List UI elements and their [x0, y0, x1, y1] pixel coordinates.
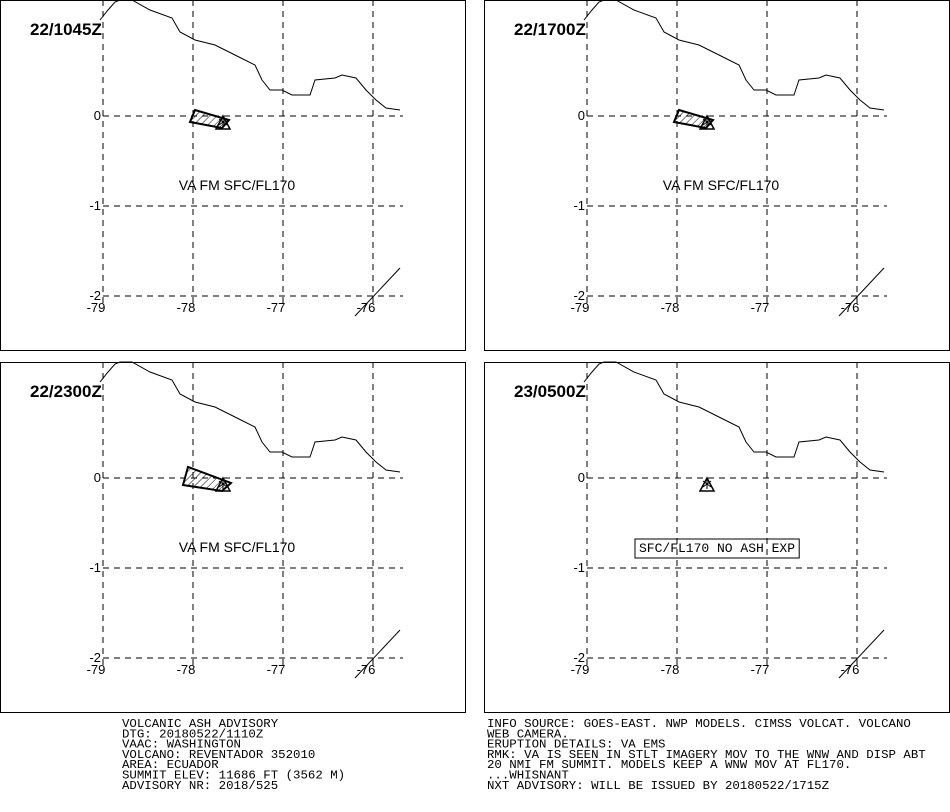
- footer-line: AREA: ECUADOR: [122, 758, 219, 772]
- x-tick-label: -79: [571, 300, 590, 315]
- footer-line: RMK: VA IS SEEN IN STLT IMAGERY MOV TO T…: [487, 748, 926, 762]
- map-panel: -79 -78 -77 -76 0 -1 -2 22/1045Z VA FM SFC/FL170: [0, 0, 466, 351]
- x-tick-label: -77: [751, 300, 770, 315]
- coastline: [583, 0, 885, 317]
- footer-line: 20 NMI FM SUMMIT. MODELS KEEP A WNW MOV …: [487, 758, 851, 772]
- x-tick-label: -77: [267, 300, 286, 315]
- x-tick-label: -78: [661, 662, 680, 677]
- x-tick-label: -77: [267, 662, 286, 677]
- x-tick-label: -78: [661, 300, 680, 315]
- panel-time: 22/1045Z: [30, 20, 102, 39]
- footer-line: VAAC: WASHINGTON: [122, 738, 241, 752]
- coastline: [583, 361, 885, 679]
- panel-border: [484, 362, 950, 713]
- y-tick-label: 0: [94, 470, 101, 485]
- panels: -79 -78 -77 -76 0 -1 -2 22/1045Z VA FM SFC/FL170…: [0, 0, 950, 713]
- footer-line: DTG: 20180522/1110Z: [122, 727, 263, 741]
- footer-line: VOLCANIC ASH ADVISORY: [122, 717, 279, 731]
- x-tick-label: -79: [87, 300, 106, 315]
- footer-line: WEB CAMERA.: [487, 727, 569, 741]
- y-tick-label: -2: [573, 288, 585, 303]
- y-tick-label: -2: [89, 288, 101, 303]
- footer-line: VOLCANO: REVENTADOR 352010: [122, 748, 315, 762]
- y-tick-label: -2: [573, 650, 585, 665]
- panel-time: 23/0500Z: [514, 382, 586, 401]
- y-tick-label: -1: [573, 560, 585, 575]
- footer-line: INFO SOURCE: GOES-EAST. NWP MODELS. CIMS…: [487, 717, 911, 731]
- panel-border: [0, 0, 466, 351]
- coastline: [99, 0, 401, 317]
- y-tick-label: -1: [573, 198, 585, 213]
- map-panel: -79 -78 -77 -76 0 -1 -2 22/2300Z VA FM SFC/FL170: [0, 361, 466, 713]
- y-tick-label: 0: [578, 470, 585, 485]
- x-tick-label: -76: [841, 662, 860, 677]
- panel-time: 22/2300Z: [30, 382, 102, 401]
- map-panel: -79 -78 -77 -76 0 -1 -2 22/1700Z VA FM SFC/FL170: [484, 0, 950, 351]
- annotation: VA FM SFC/FL170: [663, 177, 780, 193]
- x-tick-label: -78: [177, 662, 196, 677]
- x-tick-label: -76: [841, 300, 860, 315]
- y-tick-label: -1: [89, 198, 101, 213]
- y-tick-label: -2: [89, 650, 101, 665]
- footer-line: NXT ADVISORY: WILL BE ISSUED BY 20180522…: [487, 779, 829, 793]
- x-tick-label: -77: [751, 662, 770, 677]
- annotation: VA FM SFC/FL170: [179, 177, 296, 193]
- x-tick-label: -76: [357, 662, 376, 677]
- x-tick-label: -78: [177, 300, 196, 315]
- x-tick-label: -79: [87, 662, 106, 677]
- map-panel: -79 -78 -77 -76 0 -1 -2 23/0500Z SFC/FL170 NO AS…: [484, 361, 950, 713]
- panel-border: [0, 362, 466, 713]
- panel-time: 22/1700Z: [514, 20, 586, 39]
- footer-line: ...WHISNANT: [487, 769, 569, 783]
- x-tick-label: -79: [571, 662, 590, 677]
- footer-line: ERUPTION DETAILS: VA EMS: [487, 738, 665, 752]
- coastline: [99, 361, 401, 679]
- panel-border: [484, 0, 950, 351]
- annotation: SFC/FL170 NO ASH EXP: [639, 541, 795, 556]
- annotation-box: [634, 538, 800, 559]
- annotation: VA FM SFC/FL170: [179, 539, 296, 555]
- x-tick-label: -76: [357, 300, 376, 315]
- y-tick-label: 0: [94, 108, 101, 123]
- volcano-symbol: [699, 477, 715, 492]
- footer-line: ADVISORY NR: 2018/525: [122, 779, 278, 793]
- y-tick-label: -1: [89, 560, 101, 575]
- footer-line: SUMMIT ELEV: 11686 FT (3562 M): [122, 769, 345, 783]
- y-tick-label: 0: [578, 108, 585, 123]
